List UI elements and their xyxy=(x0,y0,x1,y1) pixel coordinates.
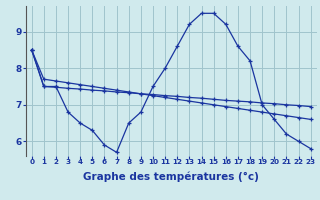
X-axis label: Graphe des températures (°c): Graphe des températures (°c) xyxy=(83,171,259,182)
